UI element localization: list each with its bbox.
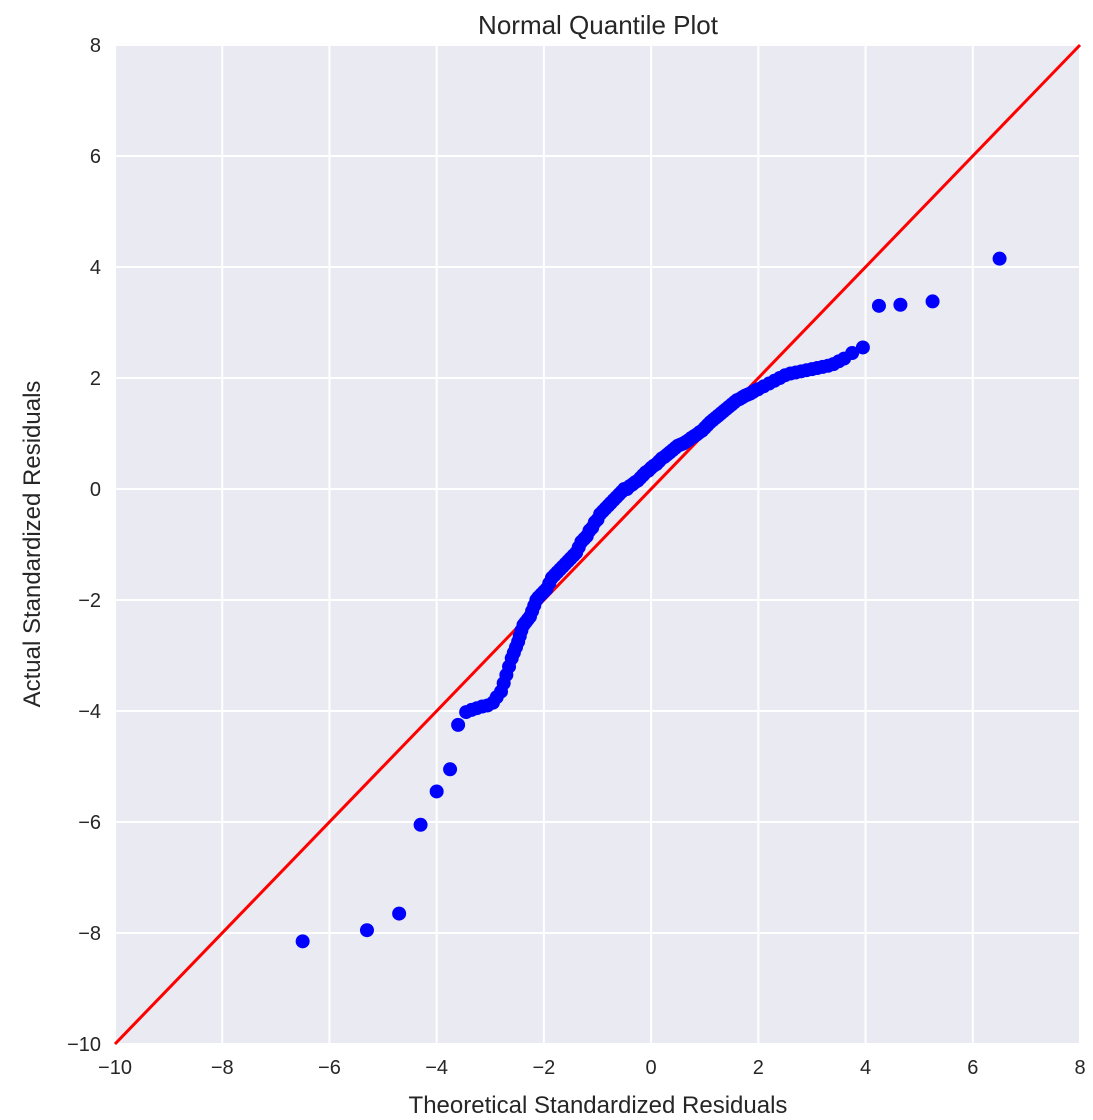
- y-tick-label: 2: [90, 368, 101, 390]
- x-axis-label: Theoretical Standardized Residuals: [409, 1092, 788, 1119]
- y-tick-label: −2: [78, 590, 101, 612]
- y-tick-label: −6: [78, 812, 101, 834]
- data-point: [359, 923, 374, 938]
- data-point: [443, 762, 458, 777]
- data-point: [893, 297, 908, 312]
- y-tick-labels: −10 −8 −6 −4 −2 0 2 4 6 8: [67, 35, 101, 1056]
- x-tick-label: 0: [646, 1057, 657, 1079]
- chart-title: Normal Quantile Plot: [478, 10, 719, 40]
- data-point: [451, 717, 466, 732]
- x-tick-label: −2: [532, 1057, 555, 1079]
- y-tick-label: 8: [90, 35, 101, 57]
- reference-line: [113, 43, 1082, 1046]
- data-point: [392, 906, 407, 921]
- y-tick-label: −8: [78, 923, 101, 945]
- y-tick-label: 4: [90, 257, 101, 279]
- y-tick-label: 0: [90, 479, 101, 501]
- data-point: [413, 817, 428, 832]
- y-tick-label: −4: [78, 701, 101, 723]
- x-tick-label: 6: [967, 1057, 978, 1079]
- x-tick-labels: −10 −8 −6 −4 −2 0 2 4 6 8: [98, 1057, 1086, 1079]
- x-tick-label: 2: [753, 1057, 764, 1079]
- data-point: [871, 298, 886, 313]
- grid-lines: [114, 44, 1081, 1045]
- y-axis-label: Actual Standardized Residuals: [19, 381, 46, 708]
- x-tick-label: 4: [860, 1057, 871, 1079]
- data-point: [295, 934, 310, 949]
- reference-line-layer: [113, 43, 1082, 1046]
- y-tick-label: 6: [90, 146, 101, 168]
- data-point: [429, 784, 444, 799]
- data-points: [295, 251, 1007, 949]
- y-tick-label: −10: [67, 1034, 101, 1056]
- data-point: [925, 294, 940, 309]
- data-point: [855, 340, 870, 355]
- x-tick-label: −8: [211, 1057, 234, 1079]
- x-tick-label: −6: [318, 1057, 341, 1079]
- data-point: [845, 346, 860, 361]
- x-tick-label: −4: [425, 1057, 448, 1079]
- x-tick-label: 8: [1074, 1057, 1085, 1079]
- x-tick-label: −10: [98, 1057, 132, 1079]
- data-point: [992, 251, 1007, 266]
